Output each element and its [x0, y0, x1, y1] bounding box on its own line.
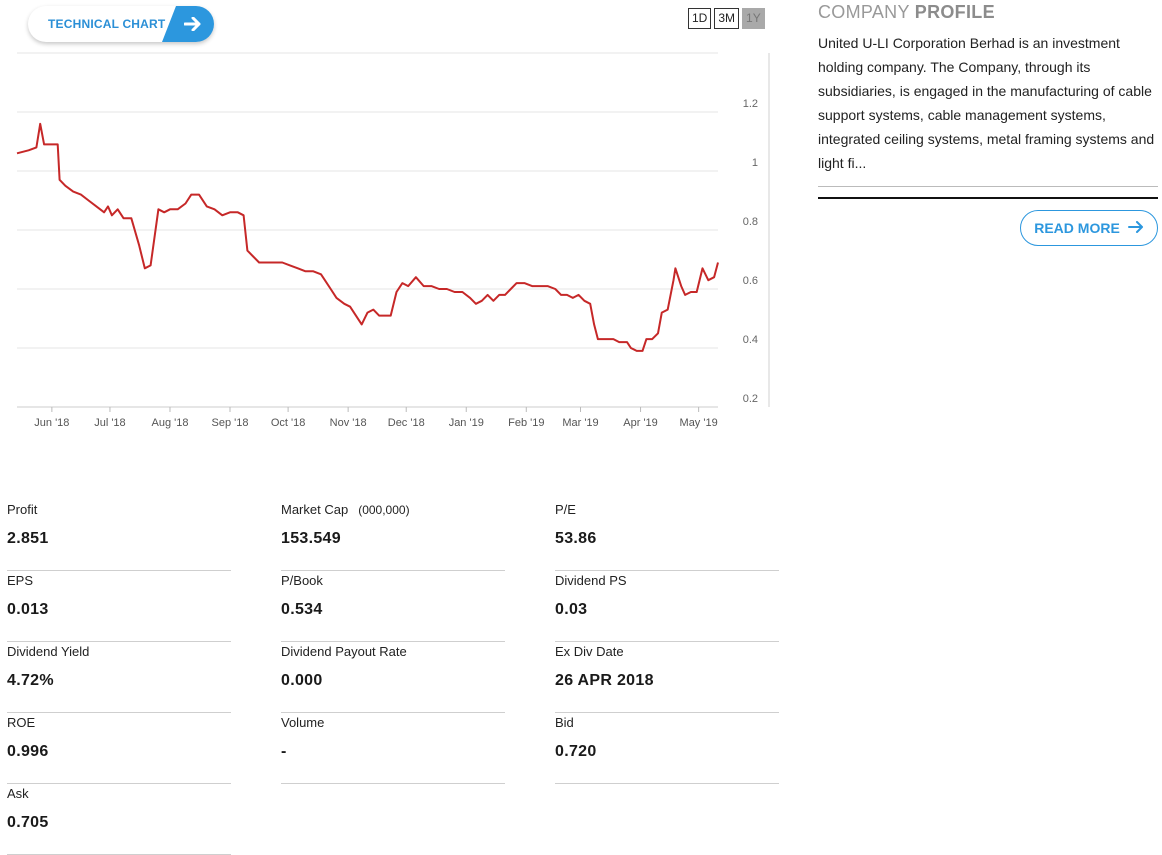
stat-value: 4.72% [7, 672, 54, 689]
stat-value: 0.000 [281, 672, 323, 689]
x-tick-label: Aug '18 [151, 417, 188, 429]
stat-label: Profit [7, 502, 38, 517]
x-tick-label: Jun '18 [34, 417, 69, 429]
stat-label: Volume [281, 715, 325, 730]
stat-dividend-yield: Dividend Yield 4.72% [7, 642, 231, 713]
stat-label: Dividend Payout Rate [281, 644, 407, 659]
stat-value: 0.534 [281, 601, 323, 618]
range-1d-button[interactable]: 1D [688, 8, 712, 29]
technical-chart-button[interactable]: TECHNICAL CHART [28, 6, 214, 42]
x-tick-label: Dec '18 [388, 417, 425, 429]
profile-heading-light: COMPANY [818, 2, 910, 22]
stat-value: 2.851 [7, 530, 49, 547]
y-tick-label: 0.2 [743, 393, 758, 405]
stat-bid: Bid 0.720 [555, 713, 779, 784]
stat-pe: P/E 53.86 [555, 500, 779, 571]
x-tick-label: Sep '18 [212, 417, 249, 429]
stat-label: P/Book [281, 573, 323, 588]
stat-sublabel: (000,000) [358, 503, 410, 517]
stat-label: Ask [7, 786, 29, 801]
y-tick-label: 0.8 [743, 216, 758, 228]
price-chart[interactable]: 0.2 0.4 0.6 0.8 1 1.2 Jun '18 Jul '18 Aug '18 Sep… [0, 40, 780, 440]
y-tick-label: 1 [752, 157, 758, 169]
stat-label: EPS [7, 573, 34, 588]
divider [818, 186, 1158, 187]
x-tick-label: Feb '19 [508, 417, 544, 429]
stat-value: 0.03 [555, 601, 588, 618]
stat-label: Dividend Yield [7, 644, 90, 659]
stat-value: - [281, 743, 287, 760]
x-tick-label: Jul '18 [94, 417, 125, 429]
stat-dividend-payout-rate: Dividend Payout Rate 0.000 [281, 642, 505, 713]
profile-heading-bold: PROFILE [914, 2, 995, 22]
stat-label: Market Cap (000,000) [281, 502, 410, 517]
stat-eps: EPS 0.013 [7, 571, 231, 642]
stat-label: ROE [7, 715, 36, 730]
stat-profit: Profit 2.851 [7, 500, 231, 571]
stat-value: 0.013 [7, 601, 49, 618]
range-selector: 1D 3M 1Y [688, 8, 765, 29]
range-3m-button[interactable]: 3M [714, 8, 740, 29]
x-tick-label: May '19 [680, 417, 718, 429]
y-tick-label: 0.6 [743, 275, 758, 287]
read-more-label: READ MORE [1034, 220, 1120, 236]
stat-label: P/E [555, 502, 576, 517]
x-tick-label: Oct '18 [271, 417, 306, 429]
read-more-button[interactable]: READ MORE [1020, 210, 1158, 246]
stat-label: Ex Div Date [555, 644, 624, 659]
stat-volume: Volume - [281, 713, 505, 784]
stat-ex-div-date: Ex Div Date 26 APR 2018 [555, 642, 779, 713]
x-tick-label: Mar '19 [562, 417, 598, 429]
x-tick-label: Nov '18 [330, 417, 367, 429]
stat-value: 0.996 [7, 743, 49, 760]
stat-label: Dividend PS [555, 573, 627, 588]
arrow-right-icon [1127, 220, 1144, 236]
profile-description: United U-LI Corporation Berhad is an inv… [818, 35, 1155, 171]
stat-roe: ROE 0.996 [7, 713, 231, 784]
stat-value: 153.549 [281, 530, 341, 547]
x-tick-label: Jan '19 [449, 417, 484, 429]
stat-label: Bid [555, 715, 574, 730]
company-profile: COMPANY PROFILE United U-LI Corporation … [818, 2, 1158, 246]
y-tick-label: 1.2 [743, 98, 758, 110]
stat-ask: Ask 0.705 [7, 784, 231, 855]
y-tick-label: 0.4 [743, 334, 758, 346]
stat-pbook: P/Book 0.534 [281, 571, 505, 642]
range-1y-button[interactable]: 1Y [742, 8, 765, 29]
stat-dividend-ps: Dividend PS 0.03 [555, 571, 779, 642]
stat-value: 0.720 [555, 743, 597, 760]
stat-value: 53.86 [555, 530, 597, 547]
stat-value: 26 APR 2018 [555, 672, 654, 689]
stat-value: 0.705 [7, 814, 49, 831]
stat-market-cap: Market Cap (000,000) 153.549 [281, 500, 505, 571]
technical-chart-label: TECHNICAL CHART [48, 17, 166, 31]
x-tick-label: Apr '19 [623, 417, 658, 429]
divider [818, 197, 1158, 199]
profile-heading: COMPANY PROFILE [818, 2, 1158, 23]
price-series-line [16, 122, 719, 352]
arrow-right-icon [162, 6, 214, 42]
stat-label-text: Market Cap [281, 502, 349, 517]
